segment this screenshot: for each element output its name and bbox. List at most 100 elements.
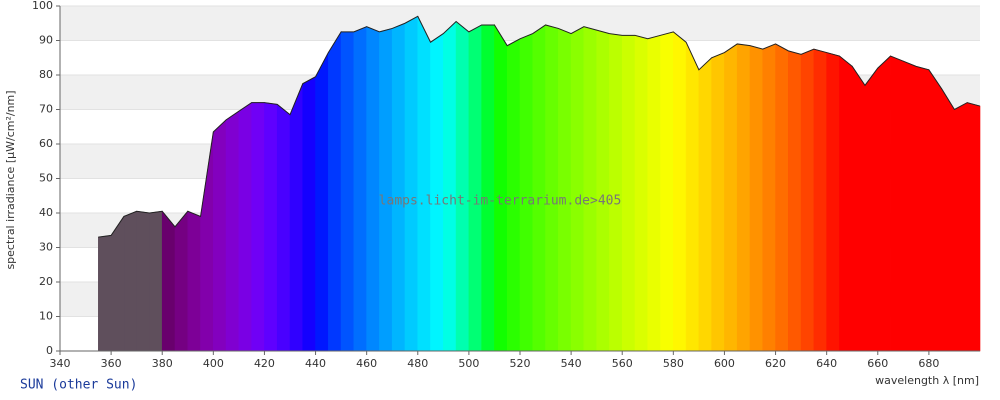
x-tick-label: 480 (407, 357, 428, 370)
spectrum-segment (455, 20, 470, 352)
y-tick-label: 10 (39, 310, 53, 323)
x-tick-label: 640 (816, 357, 837, 370)
x-tick-label: 500 (458, 357, 479, 370)
spectrum-segment (890, 55, 904, 352)
spectrum-segment (430, 33, 444, 352)
spectrum-segment (251, 102, 265, 352)
spectrum-segment (941, 87, 955, 352)
x-tick-label: 600 (714, 357, 735, 370)
spectrum-segment (417, 16, 431, 352)
spectrum-segment (775, 43, 789, 352)
spectrum-segment (328, 30, 342, 352)
spectrum-segment (928, 68, 942, 352)
spectrum-segment (391, 22, 406, 352)
spectrum-segment (340, 31, 355, 352)
spectrum-segment (443, 20, 457, 352)
spectrum-segment (404, 15, 419, 352)
spectrum-segment (724, 43, 738, 352)
y-tick-label: 40 (39, 206, 53, 219)
x-tick-label: 360 (101, 357, 122, 370)
spectrum-segment (558, 27, 572, 352)
spectrum-segment (903, 60, 917, 352)
spectrum-segment (468, 24, 482, 352)
y-tick-label: 100 (32, 0, 53, 12)
spectrum-segment (532, 24, 546, 352)
spectrum-segment (877, 55, 891, 352)
subtitle: SUN (other Sun) (20, 378, 137, 393)
x-tick-label: 560 (612, 357, 633, 370)
spectrum-segment (213, 119, 227, 352)
spectrum-segment (315, 52, 329, 352)
spectrum-segment (915, 65, 930, 352)
y-tick-label: 50 (39, 172, 53, 185)
spectrum-segment (621, 35, 636, 352)
spectrum-segment (749, 45, 764, 352)
spectrum-segment (762, 43, 776, 352)
spectrum-segment (161, 210, 176, 352)
spectrum-segment (570, 26, 585, 352)
spectrum-segment (149, 210, 163, 352)
x-axis-label: wavelength λ [nm] (875, 374, 979, 387)
grid-band (60, 6, 980, 41)
spectrum-segment (366, 26, 380, 352)
spectrum-segment (826, 52, 840, 352)
x-tick-label: 380 (152, 357, 173, 370)
spectrum-segment (379, 28, 393, 352)
y-axis-label: spectral irradiance [µW/cm²/nm] (4, 90, 17, 269)
spectrum-segment (123, 210, 137, 352)
y-tick-label: 0 (46, 344, 53, 357)
spectrum-segment (481, 24, 495, 352)
x-tick-label: 340 (50, 357, 71, 370)
spectrum-segment (302, 76, 316, 352)
x-tick-label: 420 (254, 357, 275, 370)
spectrum-segment (609, 33, 623, 352)
spectrum-segment (187, 210, 201, 352)
x-tick-label: 520 (510, 357, 531, 370)
spectrum-segment (136, 210, 150, 352)
spectrum-segment (583, 26, 597, 352)
spectrum-segment (98, 235, 112, 352)
spectrum-segment (596, 29, 610, 352)
spectrum-outline (98, 15, 981, 238)
spectrum-segment (954, 102, 968, 352)
spectrum-segment (494, 23, 508, 352)
spectrum-segment (264, 102, 278, 352)
spectrum-segment (673, 31, 687, 352)
spectrum-segment (864, 67, 879, 352)
x-tick-label: 460 (356, 357, 377, 370)
spectrum-segment (711, 52, 725, 352)
spectrum-segment (225, 110, 240, 352)
spectrum-segment (647, 34, 661, 352)
spectrum-segment (851, 65, 866, 352)
spectrum-segment (353, 26, 367, 352)
x-tick-label: 680 (918, 357, 939, 370)
spectrum-segment (685, 42, 700, 352)
y-tick-label: 70 (39, 103, 53, 116)
x-tick-label: 400 (203, 357, 224, 370)
y-tick-label: 30 (39, 241, 53, 254)
spectrum-segment (800, 48, 815, 352)
spectrum-segment (698, 57, 712, 352)
y-tick-label: 20 (39, 275, 53, 288)
spectrum-segment (634, 34, 649, 352)
spectrum-segment (289, 83, 304, 352)
x-tick-label: 580 (663, 357, 684, 370)
x-tick-label: 620 (765, 357, 786, 370)
x-tick-label: 440 (305, 357, 326, 370)
spectrum-segment (813, 48, 827, 352)
spectrum-segment (788, 50, 802, 352)
spectrum-segment (660, 31, 674, 352)
spectrum-segment (545, 24, 559, 352)
spectrum-segment (519, 33, 534, 352)
spectrum-segment (110, 215, 125, 352)
x-tick-label: 540 (561, 357, 582, 370)
y-tick-label: 80 (39, 68, 53, 81)
y-tick-label: 90 (39, 34, 53, 47)
y-tick-label: 60 (39, 137, 53, 150)
spectrum-segment (276, 103, 291, 352)
x-tick-label: 660 (867, 357, 888, 370)
watermark: lamps.licht-im-terrarium.de>405 (379, 194, 622, 209)
spectrum-segment (174, 210, 189, 352)
spectrum-segment (839, 55, 853, 352)
